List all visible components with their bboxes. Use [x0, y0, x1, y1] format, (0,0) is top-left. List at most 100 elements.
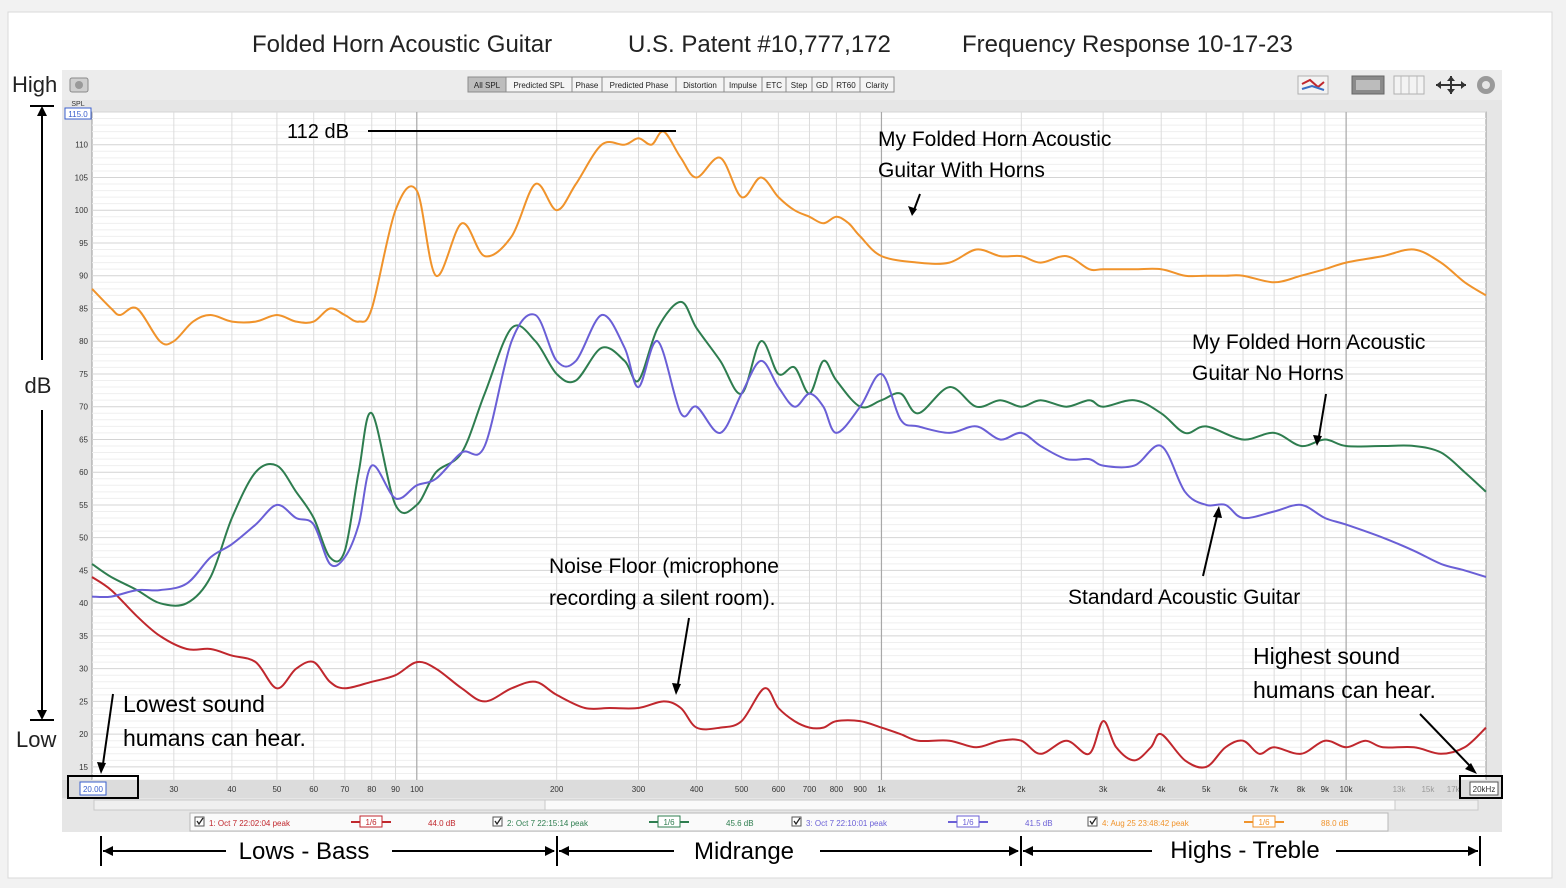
smoothing-label: 1/6 — [365, 818, 377, 827]
y-tick-labels: 15 20 25 30 35 40 45 50 55 60 65 70 75 80 85 90 95 100 105… — [75, 141, 89, 772]
legend-entry: 1: Oct 7 22:02:04 peak 1/6 44.0 dB — [194, 815, 456, 828]
y-tick-label: 75 — [79, 370, 88, 379]
legend-checkbox[interactable] — [492, 816, 503, 827]
x-tick-label: 300 — [632, 785, 646, 794]
band-mid-label: Midrange — [694, 838, 794, 865]
x-start-box[interactable] — [79, 781, 107, 796]
scrollbar-thumb[interactable] — [544, 799, 1396, 811]
legend-entry: 3: Oct 7 22:10:01 peak 1/6 41.5 dB — [791, 815, 1053, 828]
lowest-label-line2: humans can hear. — [123, 725, 306, 751]
x-tick-label: 5k — [1202, 785, 1211, 794]
expand-arrows-icon[interactable] — [1436, 76, 1466, 94]
nohorns-arrow — [1313, 393, 1327, 446]
series-line-1 — [91, 576, 1487, 769]
x-tick-label: 9k — [1321, 785, 1330, 794]
tab-clarity[interactable] — [859, 76, 895, 93]
check-icon — [494, 817, 502, 826]
y-unit-label: SPL — [71, 101, 84, 108]
check-icon — [793, 817, 801, 826]
tab-label: All SPL — [474, 81, 501, 90]
smoothing-box[interactable] — [956, 815, 980, 828]
standard-label: Standard Acoustic Guitar — [1068, 586, 1300, 609]
legend-entry: 4: Aug 25 23:48:42 peak 1/6 88.0 dB — [1087, 815, 1349, 828]
tab-label: Phase — [576, 81, 599, 90]
tab-label: Distortion — [683, 81, 717, 90]
noise-arrow — [672, 617, 690, 695]
y-tick-label: 15 — [79, 763, 88, 772]
high-label: High — [12, 72, 57, 97]
horns-label-line1: My Folded Horn Acoustic — [878, 128, 1111, 151]
tab-label: Impulse — [729, 81, 758, 90]
x-tick-label: 50 — [272, 785, 281, 794]
smoothing-box[interactable] — [657, 815, 681, 828]
legend-checkbox[interactable] — [791, 816, 802, 827]
grid — [92, 111, 1486, 781]
smoothing-label: 1/6 — [962, 818, 974, 827]
series-line-4 — [91, 130, 1487, 346]
y-tick-label: 60 — [79, 468, 88, 477]
y-tick-label: 45 — [79, 566, 88, 575]
y-tick-label: 65 — [79, 435, 88, 444]
y-tick-label: 20 — [79, 730, 88, 739]
y-tick-label: 90 — [79, 272, 88, 281]
x-tick-label: 40 — [227, 785, 236, 794]
y-tick-label: 35 — [79, 632, 88, 641]
smoothing-label: 1/6 — [663, 818, 675, 827]
x-tick-label: 80 — [367, 785, 376, 794]
x-tick-label: 700 — [803, 785, 817, 794]
horns-label-line2: Guitar With Horns — [878, 159, 1045, 182]
high-limit-highlight — [1459, 775, 1503, 799]
legend-label: 1: Oct 7 22:02:04 peak — [209, 819, 291, 828]
y-top-value: 115.0 — [68, 110, 88, 119]
smoothing-box[interactable] — [1252, 815, 1276, 828]
y-tick-label: 110 — [75, 141, 88, 150]
legend-checkbox[interactable] — [1087, 816, 1098, 827]
lowest-arrow — [97, 693, 114, 774]
camera-icon[interactable] — [69, 77, 89, 93]
chart-title: Folded Horn Acoustic Guitar — [252, 31, 552, 58]
band-highs-label: Highs - Treble — [1170, 837, 1319, 864]
highest-label-line2: humans can hear. — [1253, 677, 1436, 703]
x-tick-label: 2k — [1017, 785, 1026, 794]
legend-value: 41.5 dB — [1025, 819, 1053, 828]
smoothing-box[interactable] — [359, 815, 383, 828]
x-tick-label: 90 — [391, 785, 400, 794]
x-tick-label: 4k — [1157, 785, 1166, 794]
y-top-value-box[interactable] — [64, 107, 92, 120]
tab-label: RT60 — [836, 81, 856, 90]
y-tick-label: 105 — [75, 173, 89, 182]
chart-subtitle: Frequency Response 10-17-23 — [962, 31, 1293, 58]
gear-icon[interactable] — [1477, 76, 1495, 94]
legend: 1: Oct 7 22:02:04 peak 1/6 44.0 dB 2: Oct 7… — [194, 815, 1349, 828]
y-tick-label: 40 — [79, 599, 88, 608]
x-start-value: 20.00 — [83, 785, 104, 794]
tab-label: Clarity — [866, 81, 889, 90]
nohorns-label-line1: My Folded Horn Acoustic — [1192, 331, 1425, 354]
legend-label: 2: Oct 7 22:15:14 peak — [507, 819, 589, 828]
legend-toggle-icon[interactable] — [1297, 75, 1329, 95]
highest-arrow — [1419, 713, 1477, 774]
x-tick-label: 400 — [690, 785, 704, 794]
x-tick-label: 900 — [854, 785, 868, 794]
legend-value: 44.0 dB — [428, 819, 456, 828]
legend-checkbox[interactable] — [194, 816, 205, 827]
legend-value: 88.0 dB — [1321, 819, 1349, 828]
legend-value: 45.6 dB — [726, 819, 754, 828]
band-arrows — [103, 846, 1478, 856]
y-tick-label: 70 — [79, 403, 88, 412]
series-line-3 — [91, 313, 1487, 599]
controls-icon[interactable] — [1351, 75, 1385, 95]
x-tick-label: 6k — [1239, 785, 1248, 794]
x-end-box[interactable] — [1469, 781, 1499, 796]
x-tick-label: 30 — [169, 785, 178, 794]
patent-label: U.S. Patent #10,777,172 — [628, 31, 891, 58]
x-tick-label: 13k — [1393, 785, 1407, 794]
overlay-icon[interactable] — [1393, 75, 1425, 95]
y-tick-label: 25 — [79, 697, 88, 706]
low-label: Low — [16, 727, 56, 752]
legend-entry: 2: Oct 7 22:15:14 peak 1/6 45.6 dB — [492, 815, 754, 828]
x-tick-label: 1k — [877, 785, 886, 794]
tab-label: Predicted Phase — [610, 81, 669, 90]
noise-label-line1: Noise Floor (microphone — [549, 555, 779, 578]
highest-label-line1: Highest sound — [1253, 643, 1400, 669]
